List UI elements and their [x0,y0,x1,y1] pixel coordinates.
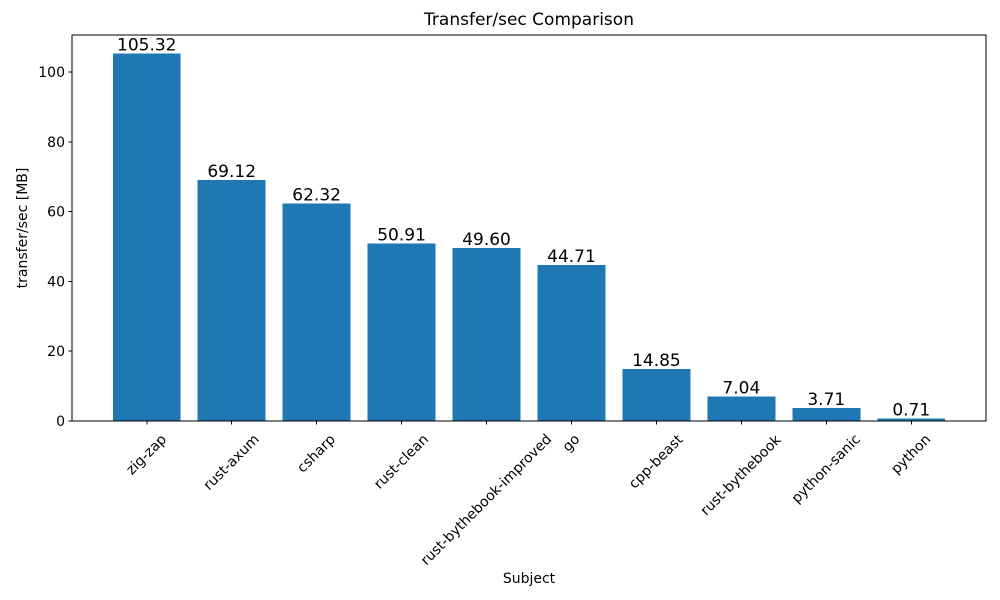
y-tick-label: 20 [47,344,65,360]
category-label: csharp [294,431,339,476]
bar [877,418,946,421]
y-axis-label: transfer/sec [MB] [15,168,31,289]
bar [622,369,691,421]
y-tick-label: 100 [38,65,65,81]
y-tick-label: 0 [56,414,65,430]
bar-value-label: 44.71 [547,247,596,267]
y-tick-label: 60 [47,205,65,221]
x-axis-label: Subject [503,571,556,587]
bar-value-label: 62.32 [292,185,341,205]
bar-value-label: 3.71 [807,390,845,410]
category-label: zig-zap [123,431,170,478]
bar-value-label: 7.04 [722,378,760,398]
category-label: rust-bythebook-improved [418,431,555,568]
bar-value-label: 69.12 [207,162,256,182]
y-tick-label: 40 [47,274,65,290]
bar-value-label: 14.85 [632,351,681,371]
category-label: rust-axum [201,432,263,494]
bar-value-label: 50.91 [377,225,426,245]
bar [197,179,266,421]
category-label: python-sanic [789,432,864,507]
y-tick-label: 80 [47,135,65,151]
category-label: cpp-beast [626,432,687,493]
category-label: python [888,431,934,477]
category-label: rust-bythebook [698,431,785,518]
bar [792,408,861,421]
plot-border [71,34,987,422]
category-label: go [560,432,584,456]
bar-value-label: 49.60 [462,230,511,250]
bar [452,247,521,421]
bar [537,264,606,421]
bar [282,203,351,421]
bar [112,53,181,421]
bar-value-label: 0.71 [892,401,930,421]
category-label: rust-clean [371,431,432,492]
plot-area: 105.32 69.12 62.32 50.91 49.60 44.71 14.85 7.04… [38,34,987,569]
bar [367,243,436,421]
bar [707,396,776,421]
chart-title: Transfer/sec Comparison [423,10,634,30]
bar-value-label: 105.32 [117,35,176,55]
